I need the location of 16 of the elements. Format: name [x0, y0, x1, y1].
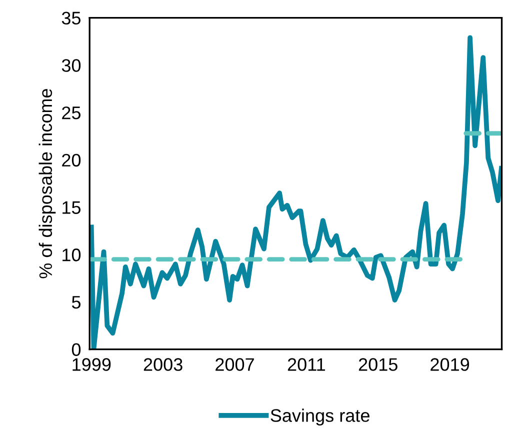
y-axis-title: % of disposable income [38, 89, 56, 278]
y-tick-label: 15 [62, 201, 81, 214]
y-tick-label: 10 [62, 248, 81, 262]
x-tick-label: 2015 [358, 358, 398, 371]
x-tick-label: 2011 [288, 358, 325, 371]
x-tick-label: 2019 [430, 358, 470, 371]
y-tick-label: 0 [72, 343, 81, 356]
y-tick-label: 30 [62, 59, 81, 72]
x-tick-label: 1999 [72, 358, 111, 371]
y-tick-label: 25 [62, 106, 81, 120]
y-tick-label: 20 [62, 154, 81, 167]
x-tick-label: 2007 [216, 358, 254, 371]
legend-label: Savings rate [270, 408, 370, 426]
y-tick-label: 5 [72, 296, 81, 309]
x-tick-label: 2003 [144, 358, 182, 371]
y-tick-label: 35 [62, 12, 81, 25]
